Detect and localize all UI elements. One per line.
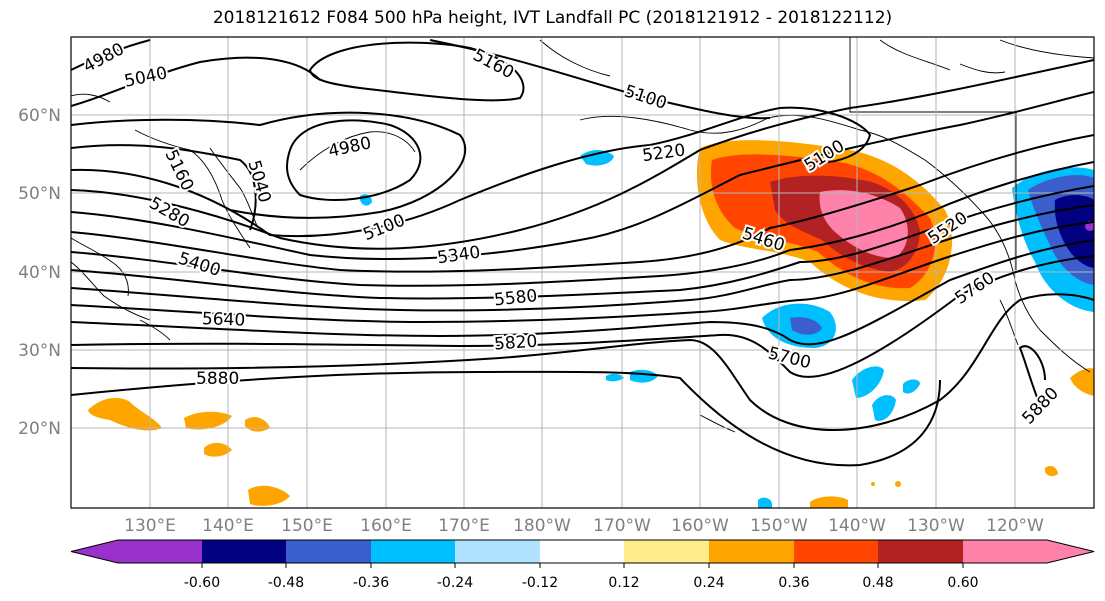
colorbar-segment [709, 540, 795, 563]
coastlines [71, 37, 1094, 433]
colorbar-tick-label: -0.12 [522, 575, 558, 591]
contour-label: 5580 [493, 286, 538, 310]
colorbar-segment [794, 540, 879, 563]
longitude-labels: 130°E 140°E 150°E 160°E 170°E 180°W 170°… [124, 516, 1044, 536]
lat-label: 40°N [18, 263, 61, 283]
colorbar-segment [540, 540, 625, 563]
lat-label: 60°N [18, 106, 61, 126]
colorbar-extend-max [1046, 540, 1094, 563]
lat-label: 30°N [18, 341, 61, 361]
height-contours [71, 39, 1094, 467]
lon-label: 170°E [438, 516, 490, 536]
colorbar-tick-label: -0.48 [268, 575, 304, 591]
lon-label: 150°E [281, 516, 333, 536]
lon-label: 170°W [593, 516, 651, 536]
lat-label: 50°N [18, 184, 61, 204]
contour-label: 5880 [196, 369, 239, 389]
colorbar-tick-label: -0.36 [353, 575, 389, 591]
latitude-labels: 60°N 50°N 40°N 30°N 20°N [18, 106, 61, 439]
colorbar-tick-label: -0.24 [437, 575, 473, 591]
colorbar-segment [371, 540, 456, 563]
colorbar-tick-label: 0.60 [947, 575, 978, 591]
lon-label: 140°W [828, 516, 886, 536]
lon-label: 140°E [202, 516, 254, 536]
colorbar-tick-labels: -0.60 -0.48 -0.36 -0.24 -0.12 0.12 0.24 … [184, 575, 979, 591]
contour-label: 5820 [493, 332, 538, 355]
lon-label: 150°W [750, 516, 808, 536]
lon-label: 120°W [986, 516, 1044, 536]
colorbar-segment [202, 540, 287, 563]
colorbar-segment [455, 540, 541, 563]
colorbar-tick-label: -0.60 [184, 575, 220, 591]
colorbar [70, 539, 1095, 568]
lon-label: 160°E [360, 516, 412, 536]
colorbar-tick-label: 0.12 [608, 575, 639, 591]
lon-label: 160°W [671, 516, 729, 536]
map-title: 2018121612 F084 500 hPa height, IVT Land… [212, 8, 893, 28]
map-frame [70, 36, 1095, 509]
colorbar-outline [70, 539, 1095, 564]
colorbar-tick-label: 0.48 [862, 575, 893, 591]
lat-label: 20°N [18, 419, 61, 439]
colorbar-segment [624, 540, 710, 563]
lon-label: 180°W [513, 516, 571, 536]
lon-label: 130°E [124, 516, 176, 536]
contour-label: 5640 [202, 309, 246, 330]
colorbar-tick-label: 0.24 [693, 575, 724, 591]
colorbar-extend-min [71, 540, 119, 563]
colorbar-segment [963, 540, 1048, 563]
colorbar-segment [286, 540, 372, 563]
colorbar-segment [878, 540, 964, 563]
lon-label: 130°W [907, 516, 965, 536]
colorbar-tick-label: 0.36 [778, 575, 809, 591]
colorbar-segment [118, 540, 203, 563]
